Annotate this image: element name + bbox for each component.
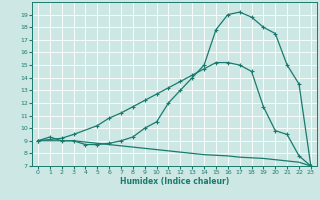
X-axis label: Humidex (Indice chaleur): Humidex (Indice chaleur) bbox=[120, 177, 229, 186]
